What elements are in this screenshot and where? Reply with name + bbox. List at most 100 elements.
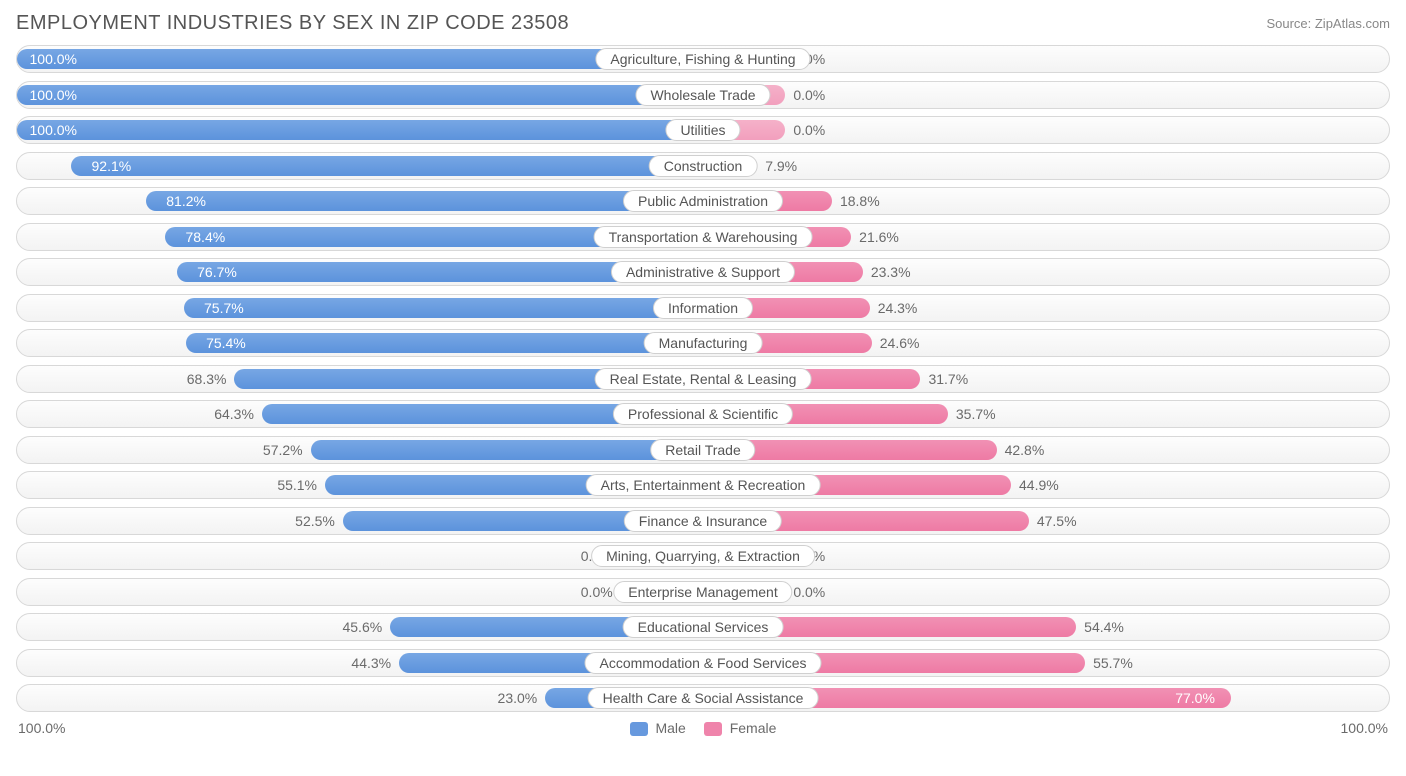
female-pct-label: 42.8% (1005, 442, 1045, 458)
category-label: Manufacturing (644, 332, 763, 354)
category-label: Retail Trade (650, 439, 755, 461)
female-pct-label: 24.6% (880, 335, 920, 351)
category-label: Accommodation & Food Services (585, 652, 822, 674)
male-pct-label: 100.0% (30, 122, 77, 138)
male-half: 52.5% (17, 508, 703, 534)
chart-header: EMPLOYMENT INDUSTRIES BY SEX IN ZIP CODE… (16, 12, 1390, 35)
chart-row: 81.2% 18.8% Public Administration (16, 187, 1390, 215)
male-half: 75.4% (17, 330, 703, 356)
male-pct-label: 0.0% (581, 584, 613, 600)
male-bar (184, 298, 703, 318)
female-pct-label: 47.5% (1037, 513, 1077, 529)
male-half: 92.1% (17, 153, 703, 179)
male-half: 100.0% (17, 82, 703, 108)
male-bar (186, 333, 703, 353)
female-pct-label: 35.7% (956, 406, 996, 422)
male-pct-label: 100.0% (30, 87, 77, 103)
female-half: 0.0% (703, 579, 1389, 605)
male-half: 76.7% (17, 259, 703, 285)
category-label: Construction (649, 155, 758, 177)
chart-row: 100.0% 0.0% Wholesale Trade (16, 81, 1390, 109)
chart-row: 100.0% 0.0% Utilities (16, 116, 1390, 144)
category-label: Utilities (665, 119, 740, 141)
male-pct-label: 78.4% (185, 229, 225, 245)
male-pct-label: 68.3% (187, 371, 227, 387)
female-half: 7.9% (703, 153, 1389, 179)
male-pct-label: 44.3% (351, 655, 391, 671)
chart-row: 0.0% 0.0%Enterprise Management (16, 578, 1390, 606)
chart-source: Source: ZipAtlas.com (1266, 12, 1390, 31)
female-half: 0.0% (703, 117, 1389, 143)
chart-title: EMPLOYMENT INDUSTRIES BY SEX IN ZIP CODE… (16, 12, 569, 35)
male-pct-label: 81.2% (166, 193, 206, 209)
male-bar (146, 191, 703, 211)
legend-male-label: Male (655, 720, 685, 736)
category-label: Wholesale Trade (635, 84, 770, 106)
legend-female: Female (704, 720, 777, 736)
female-half: 24.6% (703, 330, 1389, 356)
male-pct-label: 76.7% (197, 264, 237, 280)
female-pct-label: 77.0% (1175, 690, 1215, 706)
male-pct-label: 23.0% (498, 690, 538, 706)
female-pct-label: 0.0% (793, 122, 825, 138)
chart-row: 92.1% 7.9% Construction (16, 152, 1390, 180)
female-pct-label: 54.4% (1084, 619, 1124, 635)
legend: Male Female (630, 720, 777, 736)
male-half: 0.0% (17, 579, 703, 605)
female-pct-label: 0.0% (793, 87, 825, 103)
category-label: Mining, Quarrying, & Extraction (591, 545, 815, 567)
male-bar (71, 156, 703, 176)
male-bar (17, 85, 703, 105)
female-pct-label: 18.8% (840, 193, 880, 209)
female-half: 54.4% (703, 614, 1389, 640)
category-label: Professional & Scientific (613, 403, 793, 425)
category-label: Agriculture, Fishing & Hunting (595, 48, 810, 70)
axis-right-label: 100.0% (1341, 720, 1388, 736)
male-bar (17, 120, 703, 140)
male-pct-label: 52.5% (295, 513, 335, 529)
female-pct-label: 44.9% (1019, 477, 1059, 493)
female-half: 35.7% (703, 401, 1389, 427)
category-label: Finance & Insurance (624, 510, 782, 532)
legend-male: Male (630, 720, 686, 736)
male-pct-label: 64.3% (214, 406, 254, 422)
female-half: 18.8% (703, 188, 1389, 214)
legend-female-label: Female (730, 720, 777, 736)
chart-footer: 100.0% Male Female 100.0% (16, 720, 1390, 736)
category-label: Enterprise Management (613, 581, 792, 603)
category-label: Educational Services (623, 616, 784, 638)
chart-row: 76.7% 23.3% Administrative & Support (16, 258, 1390, 286)
male-pct-label: 75.4% (206, 335, 246, 351)
female-pct-label: 7.9% (765, 158, 797, 174)
male-pct-label: 92.1% (92, 158, 132, 174)
chart-row: 44.3% 55.7% Accommodation & Food Services (16, 649, 1390, 677)
female-half: 42.8% (703, 437, 1389, 463)
male-half: 45.6% (17, 614, 703, 640)
female-pct-label: 0.0% (793, 584, 825, 600)
female-pct-label: 23.3% (871, 264, 911, 280)
chart-row: 45.6% 54.4% Educational Services (16, 613, 1390, 641)
male-pct-label: 75.7% (204, 300, 244, 316)
chart-row: 23.0% 77.0% Health Care & Social Assistanc… (16, 684, 1390, 712)
chart-row: 100.0%0.0%Agriculture, Fishing & Hunting (16, 45, 1390, 73)
male-half: 81.2% (17, 188, 703, 214)
male-half: 64.3% (17, 401, 703, 427)
category-label: Public Administration (623, 190, 783, 212)
category-label: Information (653, 297, 753, 319)
axis-left-label: 100.0% (18, 720, 65, 736)
male-half: 57.2% (17, 437, 703, 463)
chart-row: 55.1% 44.9% Arts, Entertainment & Recreati… (16, 471, 1390, 499)
chart-row: 0.0%0.0%Mining, Quarrying, & Extraction (16, 542, 1390, 570)
chart-row: 57.2% 42.8% Retail Trade (16, 436, 1390, 464)
female-half: 47.5% (703, 508, 1389, 534)
category-label: Administrative & Support (611, 261, 795, 283)
category-label: Health Care & Social Assistance (588, 687, 819, 709)
category-label: Transportation & Warehousing (594, 226, 813, 248)
category-label: Arts, Entertainment & Recreation (586, 474, 821, 496)
category-label: Real Estate, Rental & Leasing (595, 368, 812, 390)
male-pct-label: 55.1% (277, 477, 317, 493)
female-pct-label: 24.3% (878, 300, 918, 316)
chart-row: 68.3%31.7%Real Estate, Rental & Leasing (16, 365, 1390, 393)
female-pct-label: 55.7% (1093, 655, 1133, 671)
female-pct-label: 21.6% (859, 229, 899, 245)
